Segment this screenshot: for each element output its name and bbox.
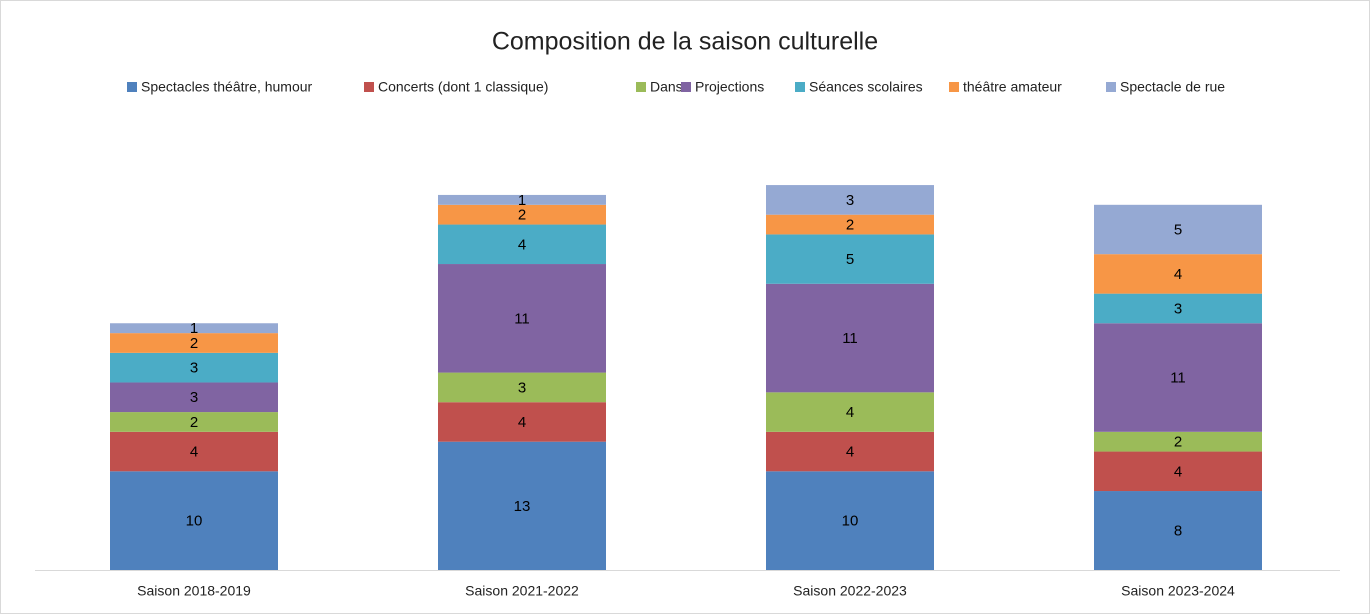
x-tick-label: Saison 2018-2019 [137,583,251,599]
data-label: 4 [1174,266,1182,283]
data-label: 4 [518,236,526,253]
bar-segment [110,431,278,472]
data-label: 5 [1174,221,1182,238]
bar-segment [1094,254,1262,294]
bar-segment [1094,491,1262,570]
bar-segment [110,352,278,383]
data-label: 13 [514,498,531,515]
data-label: 2 [190,414,198,431]
data-label: 11 [842,330,858,347]
data-label: 3 [518,379,526,396]
data-label: 11 [1170,370,1186,387]
bar-segment [766,392,934,432]
legend-label: Projections [695,79,764,95]
data-label: 4 [1174,463,1182,480]
bar-segment [110,323,278,334]
legend-label: Séances scolaires [809,79,923,95]
x-tick-label: Saison 2023-2024 [1121,583,1235,599]
data-label: 3 [190,389,198,406]
data-label: 2 [1174,434,1182,451]
data-label: 1 [518,192,526,209]
bar-segment [766,471,934,570]
data-label: 5 [846,251,854,268]
legend-label: Concerts (dont 1 classique) [378,79,548,95]
bar-segment [766,431,934,472]
bar-segment [766,185,934,215]
legend-swatch [127,82,137,92]
data-label: 3 [846,192,854,209]
x-tick-label: Saison 2021-2022 [465,583,579,599]
bar-segment [438,264,606,373]
bar-segment [110,471,278,570]
x-tick-label: Saison 2022-2023 [793,583,907,599]
bar-segment [1094,431,1262,452]
bar-segment [1094,323,1262,432]
bar-segment [438,372,606,403]
data-label: 2 [846,217,854,234]
bar-segment [766,283,934,393]
data-label: 4 [190,444,198,461]
bar-segment [766,214,934,235]
legend-swatch [949,82,959,92]
legend-swatch [681,82,691,92]
legend-swatch [364,82,374,92]
legend-swatch [636,82,646,92]
data-label: 1 [190,320,198,337]
legend-label: Spectacle de rue [1120,79,1225,95]
bar-segment [438,204,606,225]
bar-segment [438,402,606,442]
bar-segment [438,441,606,570]
legend-swatch [1106,82,1116,92]
bar-segment [1094,204,1262,255]
legend-label: Danse [650,79,691,95]
data-label: 10 [186,513,203,530]
data-label: 4 [518,414,526,431]
bar-segment [110,412,278,432]
bar-segment [438,194,606,205]
bar-segment [110,333,278,353]
data-label: 4 [846,404,854,421]
data-label: 3 [1174,300,1182,317]
chart-title: Composition de la saison culturelle [492,28,878,56]
data-label: 10 [842,513,859,530]
data-label: 11 [514,310,530,327]
bar-segment [1094,293,1262,324]
bar-segment [110,382,278,413]
bar-segment [1094,451,1262,492]
data-label: 2 [518,207,526,224]
bar-segment [766,234,934,284]
data-label: 2 [190,335,198,352]
data-label: 3 [190,360,198,377]
legend-label: Spectacles théâtre, humour [141,79,313,95]
legend-swatch [795,82,805,92]
bar-segment [438,224,606,265]
data-label: 8 [1174,522,1182,539]
legend-label: théâtre amateur [963,79,1062,95]
data-label: 4 [846,444,854,461]
